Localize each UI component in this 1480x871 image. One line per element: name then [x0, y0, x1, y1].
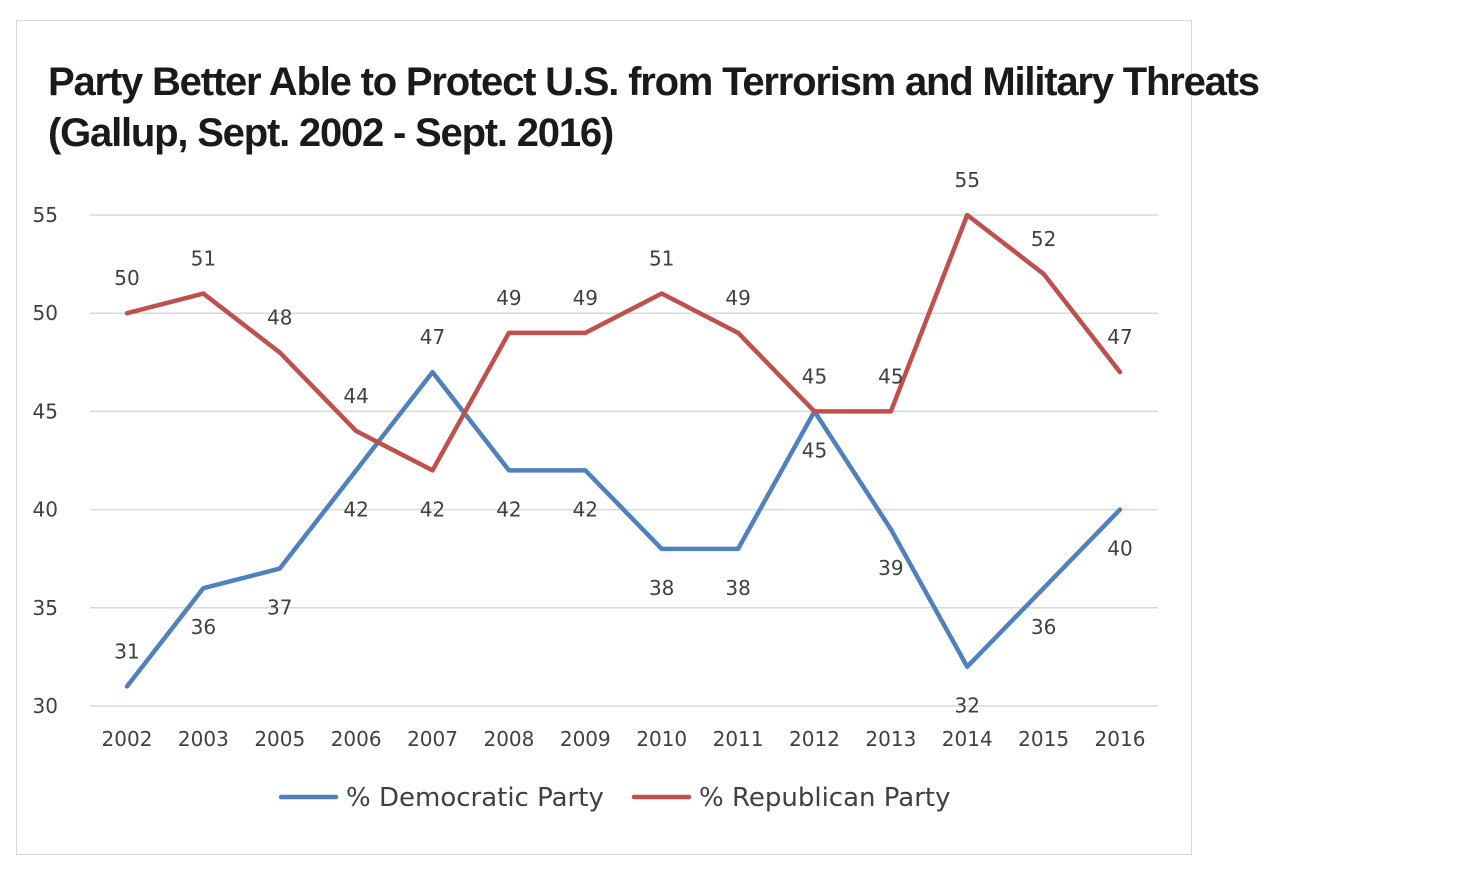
y-tick-label: 55	[33, 203, 58, 227]
series-line-republican-party	[124, 212, 1123, 473]
legend: % Democratic Party % Republican Party	[278, 783, 950, 813]
data-label: 38	[649, 576, 674, 600]
x-tick-label: 2014	[942, 727, 993, 751]
y-tick-label: 35	[33, 596, 58, 620]
data-label: 45	[802, 438, 827, 462]
chart-title: Party Better Able to Protect U.S. from T…	[48, 60, 1259, 104]
y-tick-label: 30	[33, 694, 58, 718]
chart-subtitle: (Gallup, Sept. 2002 - Sept. 2016)	[48, 111, 613, 155]
data-label: 32	[955, 694, 980, 718]
x-tick-label: 2008	[483, 727, 534, 751]
data-label: 36	[191, 615, 216, 639]
x-tick-label: 2015	[1018, 727, 1069, 751]
data-label: 42	[420, 497, 445, 521]
y-tick-label: 50	[33, 301, 58, 325]
data-label: 36	[1031, 615, 1056, 639]
x-tick-label: 2003	[178, 727, 229, 751]
data-label: 39	[878, 556, 903, 580]
x-tick-label: 2005	[254, 727, 305, 751]
data-label: 50	[114, 266, 139, 290]
x-axis-ticks: 2002 2003 2005 2006 2007 2008 2009 2010 2011 2012…	[102, 727, 1146, 751]
y-axis-ticks: 30 35 40 45 50 55	[33, 203, 58, 718]
data-label: 49	[725, 286, 750, 310]
data-label: 38	[725, 576, 750, 600]
data-label: 47	[420, 325, 445, 349]
chart-frame	[16, 20, 1192, 855]
x-tick-label: 2009	[560, 727, 611, 751]
data-label: 49	[496, 286, 521, 310]
y-tick-label: 45	[33, 399, 58, 423]
series-line-democratic-party	[124, 369, 1123, 689]
legend-label: % Republican Party	[699, 783, 950, 813]
data-label: 49	[573, 286, 598, 310]
x-tick-label: 2007	[407, 727, 458, 751]
data-label: 31	[114, 639, 139, 663]
data-label: 51	[191, 247, 216, 271]
x-tick-label: 2011	[713, 727, 764, 751]
data-label: 42	[343, 497, 368, 521]
series-lines	[124, 212, 1123, 689]
data-label: 55	[955, 168, 980, 192]
x-tick-label: 2012	[789, 727, 840, 751]
data-label: 47	[1107, 325, 1132, 349]
data-label: 45	[878, 364, 903, 388]
y-tick-label: 40	[33, 498, 58, 522]
data-label: 44	[343, 384, 368, 408]
legend-label: % Democratic Party	[346, 783, 604, 813]
data-label: 42	[496, 497, 521, 521]
data-labels: 31 36 37 42 47 42 42 38 38 45 39 32 36 40 50 51 48 44 42 49…	[114, 168, 1132, 718]
data-label: 52	[1031, 227, 1056, 251]
data-label: 42	[573, 497, 598, 521]
data-label: 48	[267, 305, 292, 329]
data-label: 37	[267, 596, 292, 620]
x-tick-label: 2010	[636, 727, 687, 751]
x-tick-label: 2016	[1095, 727, 1146, 751]
data-label: 45	[802, 364, 827, 388]
x-tick-label: 2013	[865, 727, 916, 751]
data-label: 40	[1107, 537, 1132, 561]
x-tick-label: 2002	[102, 727, 153, 751]
data-label: 51	[649, 247, 674, 271]
x-tick-label: 2006	[331, 727, 382, 751]
